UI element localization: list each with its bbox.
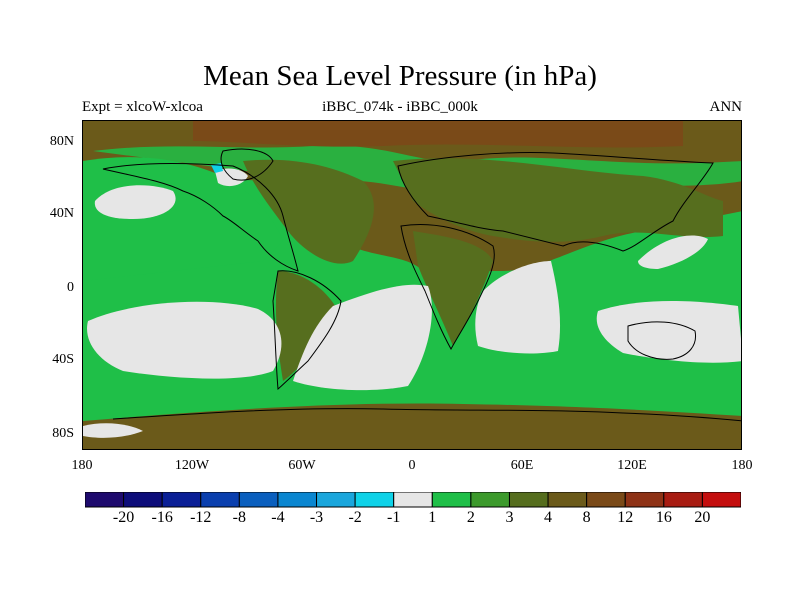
colorbar-label: -16 [151,509,173,526]
coastline-north-america [102,162,299,272]
brown-region-arctic-core [193,121,683,148]
pressure-map [82,120,742,450]
coastlines [102,148,741,422]
grey-region-south-pacific [87,301,282,379]
brown-region-north-america [243,159,374,264]
colorbar-label: -3 [309,509,324,526]
brown-region-eurasia [393,158,723,242]
colorbar-swatch [161,492,202,508]
coastline-eurasia [397,152,714,252]
colorbar-label: 12 [617,509,634,526]
lon-tick-120e: 120E [617,458,647,473]
lat-tick-80n: 80N [49,134,74,149]
colorbar-swatch [547,492,588,508]
colorbar-swatch [238,492,279,508]
comparison-label: iBBC_074k - iBBC_000k [322,99,478,115]
lat-tick-40n: 40N [49,206,74,221]
grey-region-antarctic-edge [83,423,143,438]
lon-tick-0: 0 [408,458,416,473]
colorbar-label: 20 [694,509,711,526]
chart-title: Mean Sea Level Pressure (in hPa) [203,60,597,92]
colorbar-label: 2 [466,509,475,526]
colorbar-swatch [354,492,395,508]
grey-region-north-pacific [94,185,176,219]
colorbar-swatch [586,492,626,508]
colorbar [85,492,741,508]
grey-region-west-pacific [638,235,708,269]
colorbar-swatch [316,492,356,508]
coastline-greenland [220,148,274,181]
colorbar-label: -12 [190,509,212,526]
colorbar-swatch [508,492,549,508]
lat-tick-40s: 40S [52,352,74,367]
lon-tick-120w: 120W [174,458,210,473]
coastline-south-america [272,270,342,391]
colorbar-label: -8 [232,509,247,526]
colorbar-label: 1 [428,509,437,526]
lon-tick-180e: 180 [731,458,753,473]
colorbar-label: 8 [582,509,591,526]
colorbar-swatch [123,492,163,508]
colorbar-label: -2 [348,509,362,526]
coastline-antarctica [112,408,741,422]
colorbar-swatch [277,492,318,508]
colorbar-swatch [431,492,472,508]
lon-tick-60e: 60E [510,458,534,473]
colorbar-label: 16 [655,509,672,526]
brown-region-africa [413,231,493,346]
lon-tick-60w: 60W [288,458,316,473]
colorbar-swatch [85,492,125,508]
coastline-australia [627,321,697,360]
colorbar-swatch [624,492,665,508]
season-label: ANN [709,99,743,115]
colorbar-label: 3 [505,509,514,526]
colorbar-swatch [663,492,703,508]
map-field [83,121,741,449]
colorbar-label: -4 [271,509,285,526]
colorbar-swatch [393,492,433,508]
lat-tick-80s: 80S [52,426,74,441]
experiment-label: Expt = xlcoW-xlcoa [82,99,203,115]
colorbar-swatch [200,492,240,508]
colorbar-label: -20 [112,509,135,526]
lon-tick-180w: 180 [71,458,93,473]
brown-region-south-america [275,271,338,381]
lat-tick-0: 0 [67,280,74,295]
brown-region-antarctica [83,403,741,449]
colorbar-swatch [701,492,741,508]
grey-region-indian-ocean [475,261,561,354]
colorbar-label: -1 [387,509,401,526]
colorbar-swatch [470,492,510,508]
colorbar-label: 4 [544,509,553,526]
coastline-africa [400,224,495,351]
grey-region-south-atlantic [293,284,432,391]
